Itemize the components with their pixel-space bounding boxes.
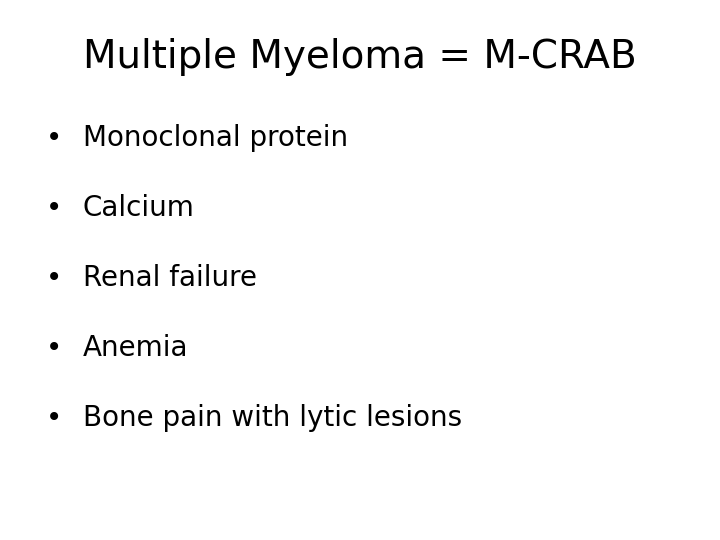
Text: Monoclonal protein: Monoclonal protein xyxy=(83,124,348,152)
Text: •: • xyxy=(46,194,62,222)
Text: Bone pain with lytic lesions: Bone pain with lytic lesions xyxy=(83,404,462,433)
Text: •: • xyxy=(46,124,62,152)
Text: Anemia: Anemia xyxy=(83,334,189,362)
Text: Multiple Myeloma = M-CRAB: Multiple Myeloma = M-CRAB xyxy=(83,38,637,76)
Text: •: • xyxy=(46,404,62,433)
Text: •: • xyxy=(46,334,62,362)
Text: Calcium: Calcium xyxy=(83,194,194,222)
Text: Renal failure: Renal failure xyxy=(83,264,257,292)
Text: •: • xyxy=(46,264,62,292)
